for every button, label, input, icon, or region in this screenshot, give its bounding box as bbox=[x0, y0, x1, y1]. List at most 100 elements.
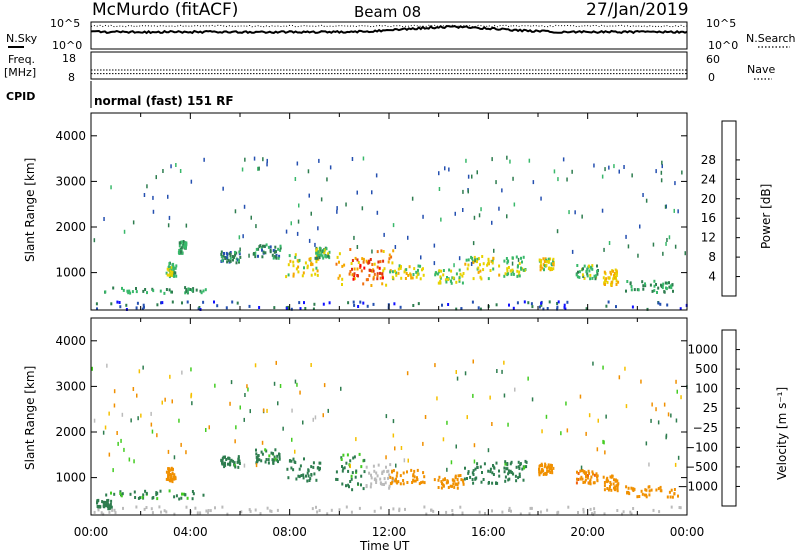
range-gate-cell bbox=[603, 488, 606, 492]
range-gate-cell bbox=[221, 505, 224, 509]
range-gate-cell bbox=[143, 305, 145, 309]
range-gate-cell bbox=[556, 305, 559, 309]
range-gate-cell bbox=[610, 280, 613, 284]
range-gate-cell bbox=[185, 288, 188, 292]
scatter-echo-cell bbox=[652, 242, 655, 247]
range-gate-cell bbox=[227, 462, 229, 466]
y-tick-label: 1000 bbox=[55, 471, 86, 485]
range-gate-cell bbox=[346, 453, 349, 457]
range-gate-cell bbox=[442, 269, 445, 272]
scatter-echo-cell bbox=[151, 429, 154, 434]
range-gate-cell bbox=[222, 254, 225, 258]
range-gate-cell bbox=[327, 254, 330, 258]
range-gate-cell bbox=[604, 278, 607, 282]
scatter-echo-cell bbox=[623, 165, 625, 169]
range-gate-cell bbox=[556, 511, 559, 515]
range-gate-cell bbox=[168, 267, 170, 271]
range-gate-cell bbox=[507, 272, 510, 276]
range-gate-cell bbox=[342, 453, 345, 457]
range-gate-cell bbox=[504, 479, 507, 483]
range-gate-cell bbox=[503, 470, 506, 474]
range-gate-cell bbox=[486, 263, 489, 267]
range-gate-cell bbox=[173, 495, 176, 499]
range-gate-cell bbox=[466, 477, 468, 480]
range-gate-cell bbox=[651, 289, 654, 293]
range-gate-cell bbox=[169, 479, 172, 483]
time-tick-label: 16:00 bbox=[471, 525, 506, 539]
range-gate-cell bbox=[609, 481, 612, 484]
range-gate-cell bbox=[551, 268, 553, 271]
range-gate-cell bbox=[315, 251, 318, 255]
scatter-echo-cell bbox=[185, 450, 187, 455]
scatter-echo-cell bbox=[262, 157, 264, 162]
scatter-echo-cell bbox=[455, 444, 457, 449]
range-gate-cell bbox=[312, 461, 315, 465]
range-gate-cell bbox=[338, 508, 341, 512]
scatter-echo-cell bbox=[91, 366, 93, 371]
station-title: McMurdo (fitACF) bbox=[92, 0, 238, 20]
range-gate-cell bbox=[474, 467, 477, 471]
range-gate-cell bbox=[261, 255, 264, 259]
range-gate-cell bbox=[653, 289, 656, 293]
scatter-echo-cell bbox=[663, 402, 666, 407]
range-gate-cell bbox=[633, 288, 636, 292]
scatter-echo-cell bbox=[507, 422, 509, 427]
range-gate-cell bbox=[171, 290, 173, 294]
range-gate-cell bbox=[453, 479, 456, 483]
range-gate-cell bbox=[292, 457, 295, 461]
range-gate-cell bbox=[451, 276, 454, 280]
range-gate-cell bbox=[491, 259, 494, 263]
range-gate-cell bbox=[302, 476, 305, 480]
range-gate-cell bbox=[315, 505, 317, 509]
range-gate-cell bbox=[328, 250, 331, 254]
range-gate-cell bbox=[288, 254, 291, 258]
range-gate-cell bbox=[230, 458, 233, 462]
scatter-echo-cell bbox=[262, 408, 265, 413]
range-gate-cell bbox=[503, 274, 506, 278]
range-gate-cell bbox=[345, 505, 348, 509]
range-gate-cell bbox=[516, 269, 519, 273]
range-gate-cell bbox=[550, 464, 553, 468]
range-gate-cell bbox=[141, 307, 144, 311]
range-gate-cell bbox=[377, 463, 380, 467]
range-gate-cell bbox=[102, 512, 105, 516]
range-gate-cell bbox=[167, 467, 170, 471]
range-gate-cell bbox=[609, 475, 612, 479]
scatter-echo-cell bbox=[392, 419, 395, 424]
scatter-echo-cell bbox=[670, 413, 672, 418]
range-gate-cell bbox=[579, 477, 582, 481]
noise-panel-frame bbox=[90, 21, 688, 50]
range-gate-cell bbox=[479, 275, 482, 279]
range-gate-cell bbox=[168, 262, 171, 266]
range-gate-cell bbox=[487, 277, 490, 281]
range-gate-cell bbox=[538, 471, 541, 475]
range-gate-cell bbox=[307, 474, 310, 478]
range-gate-cell bbox=[589, 265, 592, 269]
range-gate-cell bbox=[408, 265, 411, 269]
range-gate-cell bbox=[395, 271, 398, 275]
noise-left-tick-top: 10^5 bbox=[50, 17, 80, 30]
range-gate-cell bbox=[379, 276, 382, 280]
range-gate-cell bbox=[168, 467, 171, 471]
range-gate-cell bbox=[107, 507, 110, 511]
range-gate-cell bbox=[354, 475, 357, 479]
scatter-echo-cell bbox=[467, 174, 470, 179]
range-gate-cell bbox=[540, 301, 543, 305]
range-gate-cell bbox=[159, 289, 162, 293]
scatter-echo-cell bbox=[279, 384, 282, 388]
range-gate-cell bbox=[229, 253, 232, 256]
range-gate-cell bbox=[461, 511, 464, 515]
range-gate-cell bbox=[650, 488, 653, 492]
range-gate-cell bbox=[406, 481, 409, 484]
scatter-echo-cell bbox=[657, 420, 660, 425]
range-gate-cell bbox=[308, 479, 311, 482]
scatter-echo-cell bbox=[229, 401, 231, 406]
range-gate-cell bbox=[395, 477, 397, 481]
range-gate-cell bbox=[458, 279, 461, 283]
range-gate-cell bbox=[187, 287, 190, 291]
range-gate-cell bbox=[606, 280, 609, 284]
range-gate-cell bbox=[388, 257, 391, 261]
range-gate-cell bbox=[472, 469, 475, 473]
range-gate-cell bbox=[125, 303, 128, 307]
range-gate-cell bbox=[225, 256, 228, 260]
